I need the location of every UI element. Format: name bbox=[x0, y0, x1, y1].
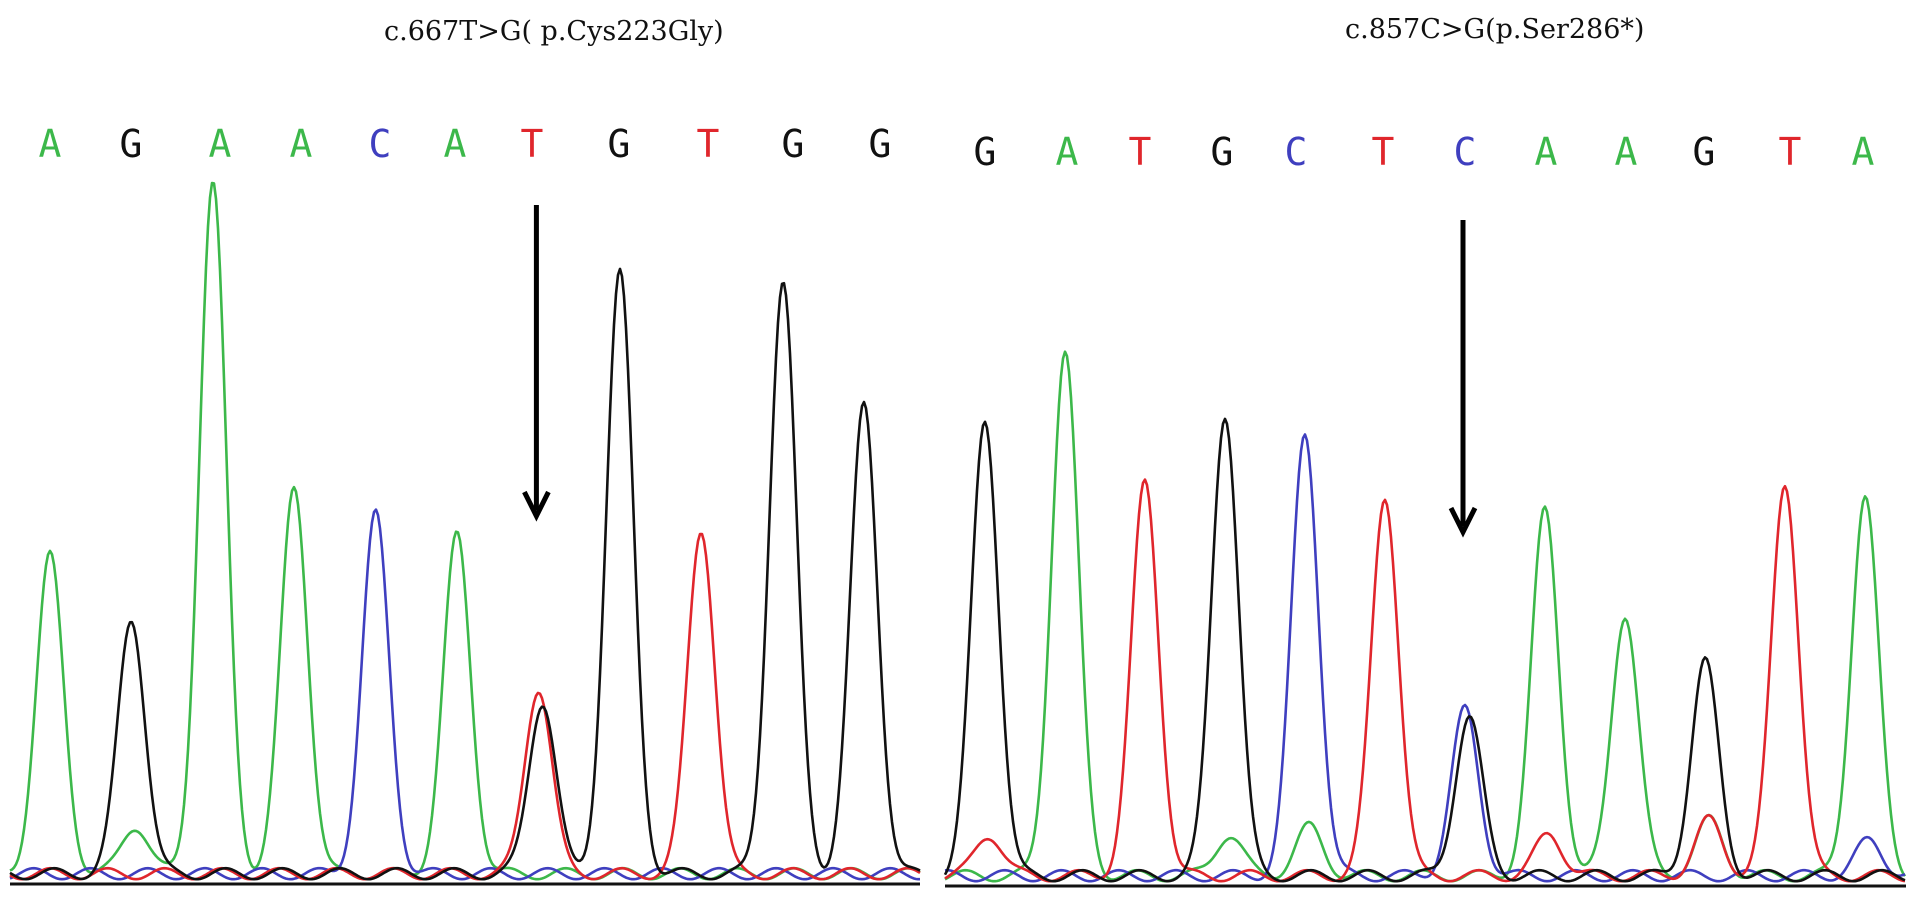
base-call-letter: C bbox=[369, 122, 392, 166]
base-call-letter: T bbox=[1372, 130, 1395, 174]
mutation-title-left: c.667T>G( p.Cys223Gly) bbox=[384, 16, 724, 47]
base-call-letter: A bbox=[209, 122, 232, 166]
mutation-arrow-head bbox=[522, 490, 551, 522]
trace-c bbox=[9, 508, 920, 881]
base-call-letter: G bbox=[869, 122, 892, 166]
base-call-letter: T bbox=[521, 122, 544, 166]
base-call-letter: A bbox=[290, 122, 313, 166]
base-call-letter: C bbox=[1454, 130, 1477, 174]
base-call-letter: T bbox=[1779, 130, 1802, 174]
base-call-letter: G bbox=[974, 130, 997, 174]
mutation-title-right: c.857C>G(p.Ser286*) bbox=[1345, 14, 1644, 45]
base-call-letter: A bbox=[1852, 130, 1875, 174]
trace-t bbox=[9, 532, 921, 881]
base-call-letter: T bbox=[697, 122, 720, 166]
base-call-letter: T bbox=[1129, 130, 1152, 174]
chromatogram-panel-left: c.667T>G( p.Cys223Gly) A G A A C A T G T G G bbox=[9, 16, 921, 886]
base-call-letter: A bbox=[444, 122, 467, 166]
base-call-letter: A bbox=[39, 122, 62, 166]
base-call-letter: G bbox=[1693, 130, 1716, 174]
base-call-letter: G bbox=[608, 122, 631, 166]
trace-g bbox=[943, 417, 1906, 883]
trace-g bbox=[9, 267, 921, 881]
chromatogram-panel-right: c.857C>G(p.Ser286*) G A T G C T C A A G T A bbox=[943, 14, 1907, 888]
base-call-letter: G bbox=[1211, 130, 1234, 174]
base-call-letter: C bbox=[1285, 130, 1308, 174]
trace-t bbox=[944, 478, 1906, 883]
trace-c bbox=[944, 433, 1906, 883]
base-call-letter: A bbox=[1535, 130, 1558, 174]
base-call-letter: G bbox=[120, 122, 143, 166]
base-call-letter: A bbox=[1615, 130, 1638, 174]
mutation-arrow-head bbox=[1448, 506, 1478, 538]
base-call-letter: G bbox=[782, 122, 805, 166]
base-call-letter: A bbox=[1056, 130, 1079, 174]
